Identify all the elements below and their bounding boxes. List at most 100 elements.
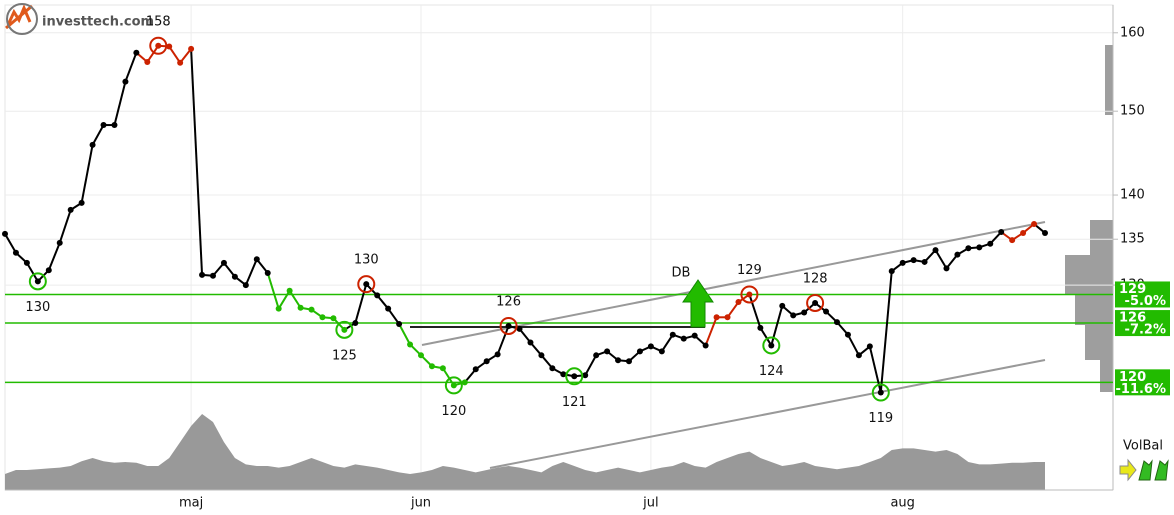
profile-bar [1090,220,1113,255]
price-point [779,302,786,309]
pivot-label: 128 [803,271,828,286]
price-segment [168,45,181,64]
trend-line [421,221,1046,346]
pivot-label: 124 [759,364,784,379]
pivot-circle [357,275,376,294]
price-point [253,256,260,263]
pivot-label: 125 [332,348,357,363]
price-point [658,348,665,355]
price-point [220,259,227,266]
price-point [899,259,906,266]
price-point [89,141,96,148]
price-point [56,239,63,246]
pivot-circle [149,36,168,55]
price-point [439,365,446,372]
price-point [888,268,895,275]
price-point [352,320,359,327]
profile-bar [1100,360,1113,392]
price-segment [244,258,258,286]
price-point [527,339,534,346]
x-tick-label: aug [890,496,914,511]
price-point [976,244,983,251]
y-tick-label: 135 [1120,232,1145,247]
pivot-circle [871,383,890,402]
price-point [604,348,611,355]
pivot-label: 129 [737,263,762,278]
price-volume-profile [1065,45,1113,392]
price-segment [47,242,61,271]
price-point [188,45,195,52]
pivot-circle [762,336,781,355]
back-layer [5,5,1113,490]
price-point [461,379,468,386]
price-point [494,351,501,358]
trend-line [489,359,1046,469]
indicator-label: VolBal [1123,439,1163,454]
pivot-circle [499,316,518,335]
level-change: -11.6% [1116,382,1167,397]
price-point [812,299,819,306]
price-point [834,319,840,326]
price-point [516,325,523,332]
price-point [636,348,643,355]
price-point [264,269,271,276]
price-point [998,229,1005,236]
pivot-circle [806,293,825,312]
price-point [2,230,8,237]
logo: investtech.com [42,15,154,30]
level-box [1115,369,1170,396]
price-point [921,258,928,265]
price-segment [661,334,674,352]
logo-icon [5,4,33,30]
price-point [877,389,884,396]
price-point [286,287,293,294]
y-tick-label: 160 [1120,25,1145,40]
signal-arrow [682,279,714,328]
indicator-arrow [1119,458,1137,482]
level-change: -5.0% [1125,294,1166,309]
price-point [78,199,85,206]
indicator-arrow [1154,459,1169,481]
price-point [428,363,435,370]
price-point [1042,229,1048,236]
pivot-circle [740,285,759,304]
price-point [330,315,337,322]
price-point [790,312,797,319]
price-segment [496,325,510,355]
price-point [210,272,216,279]
price-point [560,371,567,378]
level-value: 129 [1119,282,1146,297]
price-point [199,271,206,278]
level-value: 120 [1119,370,1146,385]
price-point [12,249,19,256]
price-point [418,352,424,359]
price-point [943,265,950,272]
price-point [549,365,556,372]
price-point [702,342,709,349]
x-tick-label: maj [179,496,203,511]
price-point [308,306,315,313]
price-segment [726,301,740,318]
price-point [855,352,862,359]
price-point [1020,229,1027,236]
price-point [669,331,676,338]
price-point [122,78,129,85]
price-point [374,292,381,299]
level-box [1115,310,1170,337]
price-point [177,59,184,66]
price-point [385,305,392,312]
price-segment [4,233,17,254]
pivot-label: 120 [441,404,466,419]
price-point [768,342,775,349]
price-point [910,257,917,264]
x-tick-label: jun [410,496,431,511]
price-segment [58,209,72,244]
pivot-circle [565,367,584,386]
price-point [363,281,370,288]
price-point [593,352,600,359]
price-segment [759,327,773,346]
indicator-arrow [1138,459,1153,481]
price-point [801,309,808,316]
price-segment [266,272,280,309]
pivot-label: 158 [146,14,171,29]
